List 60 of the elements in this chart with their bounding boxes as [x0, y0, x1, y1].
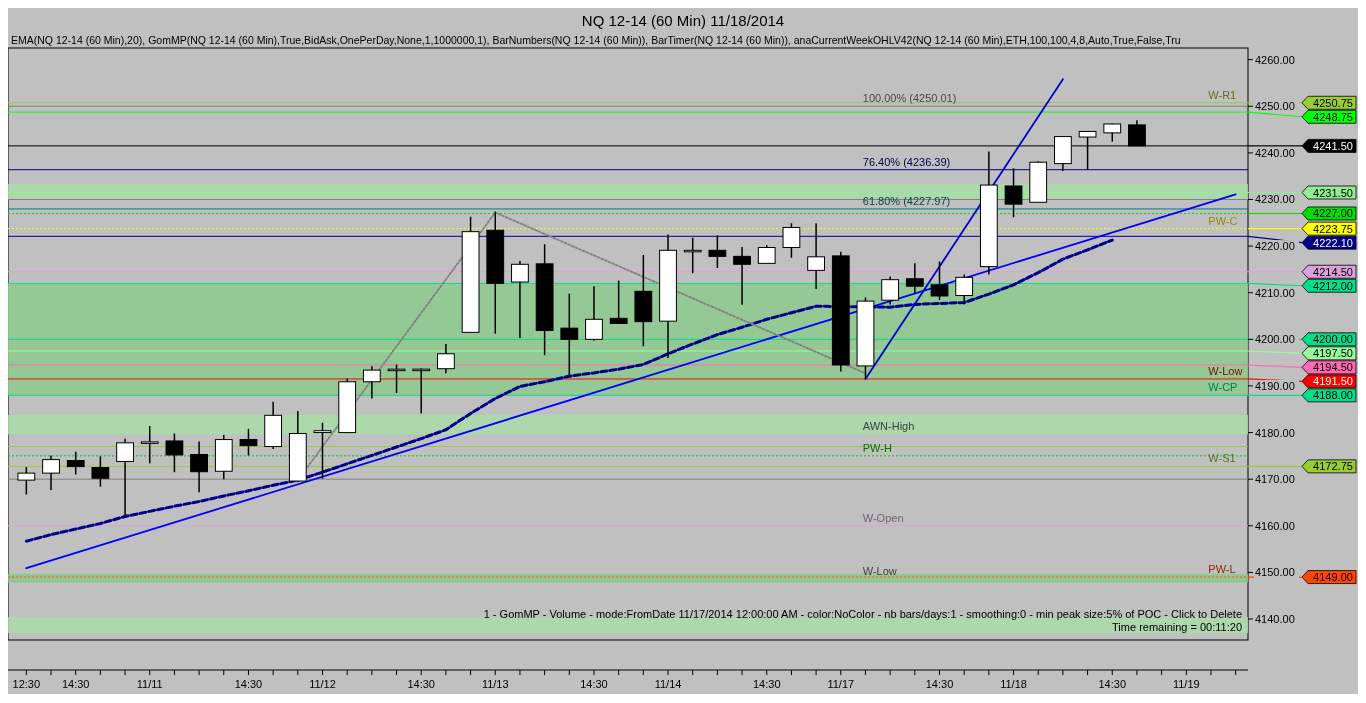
annotation: W-CP: [1208, 381, 1238, 394]
x-tick-label: 14:30: [580, 678, 608, 690]
annotation: W-S1: [1208, 452, 1236, 465]
chart-title: NQ 12-14 (60 Min) 11/18/2014: [581, 12, 785, 29]
ref-line-label: 4214.50: [1313, 265, 1353, 278]
ref-line-label: 4188.00: [1313, 389, 1353, 402]
ref-line-label: 4197.50: [1313, 347, 1353, 360]
ref-line-label: 4248.75: [1313, 110, 1353, 123]
ref-line-label: 4172.75: [1313, 460, 1353, 473]
y-tick-label: 4230.00: [1255, 193, 1295, 206]
y-tick-label: 4260.00: [1255, 53, 1295, 66]
y-tick-label: 4200.00: [1255, 333, 1295, 346]
ref-line-label: 4212.00: [1313, 279, 1353, 292]
y-tick-label: 4250.00: [1255, 100, 1295, 113]
ref-line-label: 4191.50: [1313, 375, 1353, 388]
ref-line-label: 4222.10: [1313, 236, 1353, 249]
ref-line-label: 4227.00: [1313, 207, 1353, 220]
y-tick-label: 4180.00: [1255, 426, 1295, 439]
annotation: Time remaining = 00:11:20: [1112, 621, 1242, 633]
annotation: 76.40% (4236.39): [862, 155, 951, 168]
y-tick-label: 4150.00: [1255, 566, 1295, 579]
x-tick-label: 14:30: [61, 678, 90, 690]
annotation: W-Open: [862, 511, 904, 524]
x-tick-label: 11/14: [654, 678, 682, 690]
x-tick-label: 11/12: [309, 678, 336, 690]
annotation: 1 - GomMP - Volume - mode:FromDate 11/17/2014 12:00:00 AM - color:NoColor - nb bars/days:1 - smoothing:0 - min peak size:5% of POC - Click to Delete: [483, 608, 1242, 620]
y-tick-label: 4240.00: [1255, 146, 1295, 159]
annotation: PW-C: [1208, 214, 1238, 227]
x-tick-label: 11/18: [1000, 678, 1027, 690]
y-tick-label: 4170.00: [1255, 473, 1295, 486]
chart-subtitle: EMA(NQ 12-14 (60 Min),20), GomMP(NQ 12-14 (60 Min),True,BidAsk,OnePerDay,None,1,1000000,1), BarNumbers(NQ 12-14 (60 Min)), BarTimer(NQ 12-14 (60 Min)), anaCurrentWeekOHLV42(NQ 12-14 (60 Min),ETH,100,100,4,8,Auto,True,False,Tru: [11, 34, 1181, 46]
y-tick-label: 4210.00: [1255, 286, 1295, 299]
ref-line-label: 4231.50: [1313, 186, 1353, 199]
x-tick-label: 11/19: [1172, 678, 1200, 690]
x-tick-label: 11/11: [136, 678, 163, 690]
ref-line-label: 4194.50: [1313, 361, 1353, 374]
x-tick-label: 14:30: [1098, 678, 1127, 690]
annotation: AWN-High: [862, 420, 915, 433]
annotation: W-R1: [1208, 88, 1237, 101]
ref-line-label: 4200.00: [1313, 333, 1353, 346]
annotation: 61.80% (4227.97): [862, 194, 951, 207]
y-tick-label: 4160.00: [1255, 519, 1295, 532]
annotation: W-Low: [862, 565, 897, 578]
x-tick-label: 12:30: [12, 678, 41, 690]
annotation: 100.00% (4250.01): [862, 92, 957, 105]
x-tick-label: 14:30: [925, 678, 954, 690]
annotation: W-Low: [1208, 364, 1243, 377]
ref-line-label: 4241.50: [1313, 139, 1353, 152]
ref-line-label: 4149.00: [1313, 571, 1353, 584]
ref-line-label: 4223.75: [1313, 222, 1353, 235]
y-tick-label: 4140.00: [1255, 613, 1295, 626]
x-tick-label: 11/13: [481, 678, 509, 690]
x-tick-label: 14:30: [407, 678, 435, 690]
x-tick-label: 14:30: [752, 678, 781, 690]
annotation: PW-L: [1208, 563, 1236, 576]
x-tick-label: 14:30: [234, 678, 263, 690]
y-tick-label: 4220.00: [1255, 240, 1295, 253]
ref-line-label: 4250.75: [1313, 96, 1353, 109]
y-tick-label: 4190.00: [1255, 379, 1295, 392]
x-tick-label: 11/17: [827, 678, 855, 690]
